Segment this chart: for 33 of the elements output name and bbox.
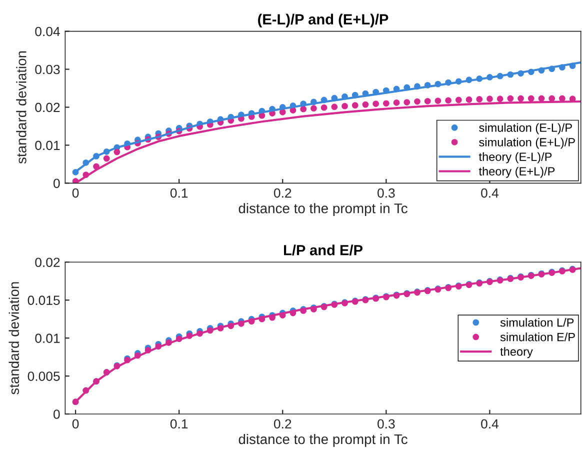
y-axis-title: standard deviation [8, 282, 20, 394]
y-tick-label: 0.02 [35, 102, 60, 112]
y-tick-label: 0 [54, 410, 60, 419]
x-tick-label: 0.3 [378, 188, 395, 198]
legend-label: theory (E-L)/P [478, 152, 552, 164]
chart-title: (E-L)/P and (E+L)/P [258, 14, 388, 28]
y-tick-label: 0.01 [35, 140, 60, 150]
y-tick-label: 0.015 [28, 296, 60, 306]
legend-label: theory (E+L)/P [478, 166, 555, 178]
x-tick-label: 0 [72, 419, 79, 429]
y-tick-label: 0.01 [35, 334, 60, 343]
x-tick-label: 0.1 [170, 188, 188, 198]
y-tick-label: 0.04 [35, 26, 60, 36]
x-tick-label: 0.2 [274, 188, 292, 198]
legend-label: simulation L/P [500, 318, 574, 327]
y-axis-title: standard deviation [16, 51, 26, 164]
y-tick-label: 0.02 [35, 258, 60, 268]
x-axis-title: distance to the prompt in Tc [238, 203, 408, 216]
x-tick-label: 0 [72, 188, 79, 198]
chart-title: L/P and E/P [284, 244, 362, 256]
x-tick-label: 0.3 [378, 419, 395, 429]
legend-label: simulation (E-L)/P [479, 123, 572, 134]
x-tick-label: 0.4 [481, 188, 498, 198]
y-tick-label: 0.005 [28, 372, 60, 381]
x-tick-label: 0.4 [481, 419, 498, 429]
legend-label: simulation (E+L)/P [479, 138, 575, 149]
x-axis-title: distance to the prompt in Tc [238, 434, 408, 447]
y-tick-label: 0 [54, 178, 60, 188]
x-tick-label: 0.2 [274, 419, 292, 429]
legend-label: theory [500, 347, 533, 358]
y-tick-label: 0.03 [35, 64, 60, 74]
x-tick-label: 0.1 [170, 419, 188, 429]
legend-label: simulation E/P [500, 332, 575, 342]
